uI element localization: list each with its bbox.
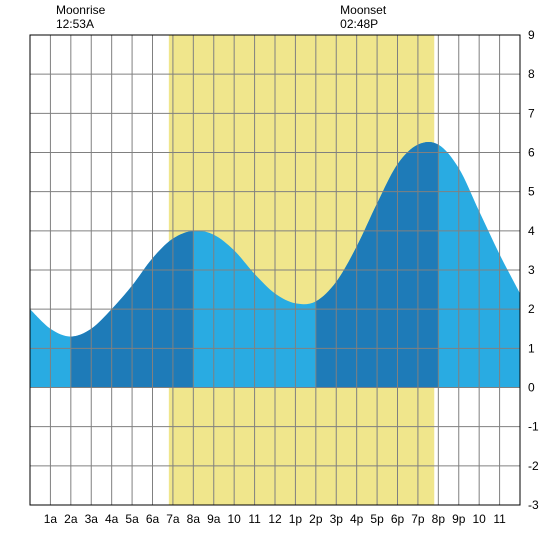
y-tick-label: 9 — [528, 28, 535, 42]
x-tick-label: 1p — [289, 512, 303, 526]
x-tick-label: 10 — [472, 512, 486, 526]
x-tick-label: 7a — [166, 512, 180, 526]
x-tick-label: 3a — [85, 512, 99, 526]
y-tick-label: 1 — [528, 341, 535, 355]
y-tick-label: 2 — [528, 302, 535, 316]
tide-chart: 9876543210-1-2-31a2a3a4a5a6a7a8a9a101112… — [0, 0, 550, 550]
x-tick-label: 8a — [187, 512, 201, 526]
x-tick-label: 9a — [207, 512, 221, 526]
moonset-time: 02:48P — [340, 17, 378, 31]
x-tick-label: 1a — [44, 512, 58, 526]
x-tick-label: 2p — [309, 512, 323, 526]
chart-svg: 9876543210-1-2-31a2a3a4a5a6a7a8a9a101112… — [0, 0, 550, 550]
y-tick-label: -2 — [528, 459, 539, 473]
y-tick-label: 6 — [528, 146, 535, 160]
x-tick-label: 12 — [268, 512, 282, 526]
moonrise-time: 12:53A — [56, 17, 94, 31]
moonset-label: Moonset — [340, 3, 387, 17]
x-tick-label: 6a — [146, 512, 160, 526]
x-tick-label: 3p — [330, 512, 344, 526]
y-tick-label: -1 — [528, 420, 539, 434]
x-tick-label: 5a — [125, 512, 139, 526]
x-tick-label: 4a — [105, 512, 119, 526]
x-tick-label: 4p — [350, 512, 364, 526]
x-tick-label: 9p — [452, 512, 466, 526]
x-tick-label: 8p — [432, 512, 446, 526]
x-tick-label: 11 — [248, 512, 261, 526]
x-tick-label: 7p — [411, 512, 425, 526]
x-tick-label: 5p — [370, 512, 384, 526]
y-tick-label: 3 — [528, 263, 535, 277]
x-tick-label: 6p — [391, 512, 405, 526]
y-tick-label: 4 — [528, 224, 535, 238]
y-tick-label: -3 — [528, 498, 539, 512]
y-tick-label: 8 — [528, 67, 535, 81]
x-tick-label: 2a — [64, 512, 78, 526]
y-tick-label: 0 — [528, 381, 535, 395]
x-tick-label: 10 — [227, 512, 241, 526]
moonrise-label: Moonrise — [56, 3, 106, 17]
y-tick-label: 5 — [528, 185, 535, 199]
x-tick-label: 11 — [493, 512, 506, 526]
y-tick-label: 7 — [528, 106, 535, 120]
